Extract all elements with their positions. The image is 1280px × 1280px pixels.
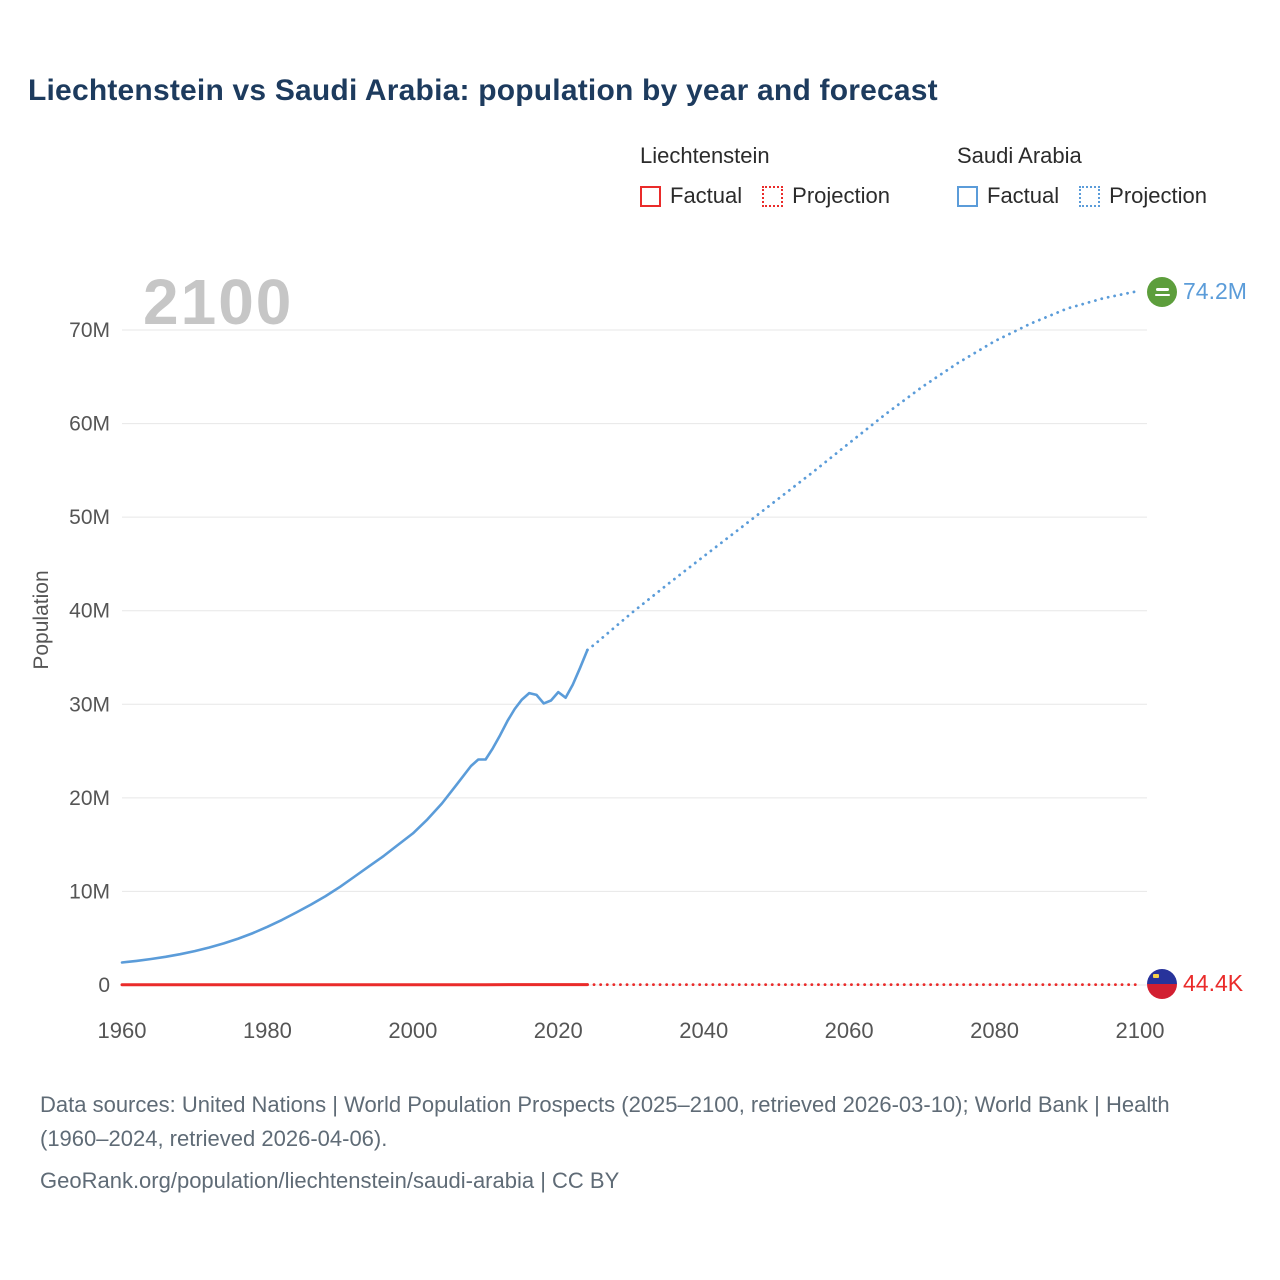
liechtenstein-projection-label[interactable]: Projection bbox=[792, 183, 890, 208]
saudi-projection-swatch[interactable] bbox=[1079, 185, 1101, 207]
legend-group-name: Liechtenstein bbox=[640, 143, 770, 168]
y-tick-label: 60M bbox=[69, 413, 110, 436]
x-tick-label: 2000 bbox=[388, 1018, 437, 1043]
y-tick-label: 70M bbox=[69, 319, 110, 342]
series-saudi-arabia-factual bbox=[120, 648, 589, 964]
series-saudi-arabia-projection bbox=[586, 289, 1142, 652]
y-tick-label: 10M bbox=[69, 880, 110, 903]
y-tick-label: 20M bbox=[69, 787, 110, 810]
saudi-factual-swatch[interactable] bbox=[957, 185, 978, 207]
liechtenstein-end-value: 44.4K bbox=[1183, 970, 1244, 996]
liechtenstein-factual-swatch[interactable] bbox=[640, 185, 661, 207]
legend-group-name: Saudi Arabia bbox=[957, 143, 1082, 168]
x-tick-label: 2020 bbox=[534, 1018, 583, 1043]
x-tick-label: 2040 bbox=[679, 1018, 728, 1043]
x-tick-label: 2080 bbox=[970, 1018, 1019, 1043]
x-tick-label: 2060 bbox=[825, 1018, 874, 1043]
y-tick-label: 40M bbox=[69, 600, 110, 623]
liechtenstein-flag-icon bbox=[1147, 969, 1177, 999]
liechtenstein-factual-label[interactable]: Factual bbox=[670, 183, 743, 208]
data-sources-text: Data sources: United Nations | World Pop… bbox=[40, 1092, 1170, 1152]
x-tick-label: 1980 bbox=[243, 1018, 292, 1043]
legend-group-saudi-arabia: Saudi Arabia Factual Projection bbox=[957, 143, 1207, 209]
georank-link[interactable]: GeoRank.org/population/liechtenstein/sau… bbox=[40, 1168, 620, 1194]
watermark-year: 2100 bbox=[143, 266, 294, 338]
y-tick-label: 30M bbox=[69, 693, 110, 716]
saudi-arabia-flag-icon bbox=[1147, 277, 1177, 307]
saudi-factual-label[interactable]: Factual bbox=[987, 183, 1060, 208]
legend-group-liechtenstein: Liechtenstein Factual Projection bbox=[640, 143, 890, 209]
x-tick-label: 2100 bbox=[1116, 1018, 1165, 1043]
y-tick-label: 50M bbox=[69, 506, 110, 529]
page-title: Liechtenstein vs Saudi Arabia: populatio… bbox=[28, 74, 938, 107]
liechtenstein-projection-swatch[interactable] bbox=[762, 185, 784, 207]
x-tick-label: 1960 bbox=[98, 1018, 147, 1043]
chart-footer: Data sources: United Nations | World Pop… bbox=[40, 1088, 1225, 1198]
saudi-end-value: 74.2M bbox=[1183, 278, 1247, 304]
saudi-projection-label[interactable]: Projection bbox=[1109, 183, 1207, 208]
y-tick-label: 0 bbox=[98, 974, 110, 997]
